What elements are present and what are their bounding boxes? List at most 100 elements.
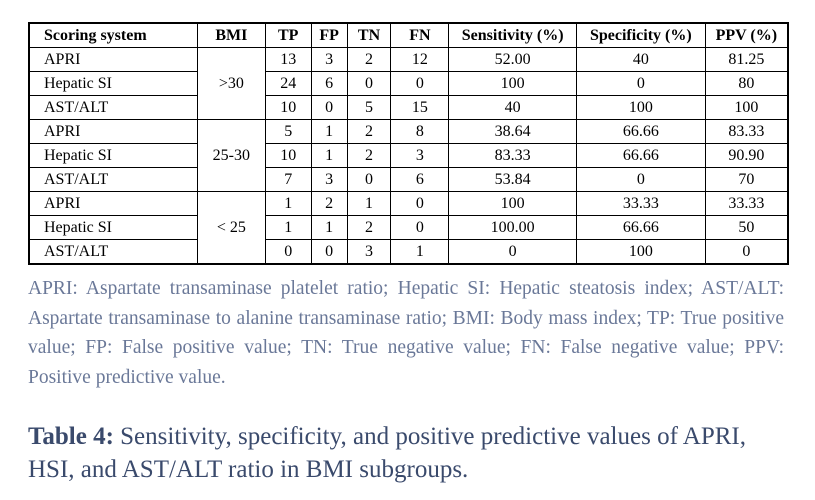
value-cell: 2 bbox=[346, 119, 392, 144]
value-cell: 0 bbox=[575, 167, 706, 192]
value-cell: 1 bbox=[390, 239, 450, 265]
scoring-system-cell: APRI bbox=[28, 191, 198, 216]
value-cell: 80 bbox=[704, 71, 789, 96]
caption: Table 4: Sensitivity, specificity, and p… bbox=[28, 420, 788, 486]
value-cell: 66.66 bbox=[575, 143, 706, 168]
bmi-cell: >30 bbox=[196, 47, 266, 120]
header-cell: Specificity (%) bbox=[575, 22, 706, 48]
value-cell: 13 bbox=[264, 47, 312, 72]
header-cell: Sensitivity (%) bbox=[448, 22, 577, 48]
value-cell: 100.00 bbox=[448, 215, 577, 240]
table-row: APRI 25-30 5 1 2 8 38.64 66.66 83.33 bbox=[28, 119, 789, 192]
scoring-system-cell: Hepatic SI bbox=[28, 71, 198, 96]
header-row: Scoring system BMI TP FP TN FN Sensitivity (%)… bbox=[28, 22, 789, 48]
value-cell: 1 bbox=[310, 215, 348, 240]
value-cell: 0 bbox=[390, 71, 450, 96]
table-row: APRI < 25 1 2 1 0 100 33.33 33.33 bbox=[28, 191, 789, 265]
value-cell: 6 bbox=[310, 71, 348, 96]
value-cell: 1 bbox=[346, 191, 392, 216]
value-cell: 10 bbox=[264, 143, 312, 168]
scoring-system-cell: APRI bbox=[28, 119, 198, 144]
value-cell: 24 bbox=[264, 71, 312, 96]
value-cell: 40 bbox=[575, 47, 706, 72]
bmi-cell: < 25 bbox=[196, 191, 266, 265]
value-cell: 3 bbox=[346, 239, 392, 265]
value-cell: 0 bbox=[310, 239, 348, 265]
value-cell: 100 bbox=[575, 95, 706, 120]
value-cell: 0 bbox=[390, 215, 450, 240]
header-cell: PPV (%) bbox=[704, 22, 789, 48]
value-cell: 2 bbox=[346, 47, 392, 72]
value-cell: 0 bbox=[390, 191, 450, 216]
header-cell: FN bbox=[390, 22, 450, 48]
footnote: APRI: Aspartate transaminase platelet ra… bbox=[28, 278, 784, 388]
scoring-system-cell: Hepatic SI bbox=[28, 143, 198, 168]
value-cell: 0 bbox=[575, 71, 706, 96]
header-cell: TN bbox=[346, 22, 392, 48]
value-cell: 1 bbox=[310, 119, 348, 144]
value-cell: 100 bbox=[704, 95, 789, 120]
header-cell: TP bbox=[264, 22, 312, 48]
value-cell: 2 bbox=[346, 143, 392, 168]
value-cell: 1 bbox=[264, 215, 312, 240]
value-cell: 53.84 bbox=[448, 167, 577, 192]
value-cell: 100 bbox=[575, 239, 706, 265]
data-table: Scoring system BMI TP FP TN FN Sensitivity (%)… bbox=[28, 22, 789, 265]
value-cell: 7 bbox=[264, 167, 312, 192]
value-cell: 12 bbox=[390, 47, 450, 72]
value-cell: 66.66 bbox=[575, 215, 706, 240]
table-row: APRI >30 13 3 2 12 52.00 40 81.25 bbox=[28, 47, 789, 120]
value-cell: 0 bbox=[346, 71, 392, 96]
value-cell: 81.25 bbox=[704, 47, 789, 72]
value-cell: 38.64 bbox=[448, 119, 577, 144]
value-cell: 33.33 bbox=[575, 191, 706, 216]
header-cell: Scoring system bbox=[28, 22, 198, 48]
value-cell: 100 bbox=[448, 191, 577, 216]
scoring-system-cell: AST/ALT bbox=[28, 167, 198, 192]
value-cell: 3 bbox=[390, 143, 450, 168]
table-row: Hepatic SI 1 1 2 0 100.00 66.66 50 bbox=[28, 215, 789, 240]
scoring-system-cell: Hepatic SI bbox=[28, 215, 198, 240]
value-cell: 15 bbox=[390, 95, 450, 120]
caption-text: Sensitivity, specificity, and positive p… bbox=[28, 423, 746, 483]
value-cell: 66.66 bbox=[575, 119, 706, 144]
value-cell: 0 bbox=[346, 167, 392, 192]
header-cell: BMI bbox=[196, 22, 266, 48]
value-cell: 0 bbox=[704, 239, 789, 265]
value-cell: 2 bbox=[310, 191, 348, 216]
value-cell: 0 bbox=[310, 95, 348, 120]
bmi-cell: 25-30 bbox=[196, 119, 266, 192]
value-cell: 40 bbox=[448, 95, 577, 120]
value-cell: 90.90 bbox=[704, 143, 789, 168]
value-cell: 100 bbox=[448, 71, 577, 96]
value-cell: 83.33 bbox=[704, 119, 789, 144]
value-cell: 70 bbox=[704, 167, 789, 192]
value-cell: 1 bbox=[264, 191, 312, 216]
scoring-system-cell: APRI bbox=[28, 47, 198, 72]
table-body: APRI >30 13 3 2 12 52.00 40 81.25 Hepatic SI 24 6 0 0… bbox=[28, 47, 789, 265]
table-row: AST/ALT 0 0 3 1 0 100 0 bbox=[28, 239, 789, 265]
value-cell: 50 bbox=[704, 215, 789, 240]
caption-label: Table 4: bbox=[28, 423, 114, 450]
table-row: Hepatic SI 24 6 0 0 100 0 80 bbox=[28, 71, 789, 96]
value-cell: 8 bbox=[390, 119, 450, 144]
value-cell: 1 bbox=[310, 143, 348, 168]
value-cell: 52.00 bbox=[448, 47, 577, 72]
value-cell: 10 bbox=[264, 95, 312, 120]
table-row: AST/ALT 10 0 5 15 40 100 100 bbox=[28, 95, 789, 120]
value-cell: 0 bbox=[264, 239, 312, 265]
table-row: Hepatic SI 10 1 2 3 83.33 66.66 90.90 bbox=[28, 143, 789, 168]
value-cell: 6 bbox=[390, 167, 450, 192]
value-cell: 3 bbox=[310, 47, 348, 72]
table-row: AST/ALT 7 3 0 6 53.84 0 70 bbox=[28, 167, 789, 192]
value-cell: 33.33 bbox=[704, 191, 789, 216]
value-cell: 5 bbox=[264, 119, 312, 144]
header-cell: FP bbox=[310, 22, 348, 48]
value-cell: 83.33 bbox=[448, 143, 577, 168]
scoring-system-cell: AST/ALT bbox=[28, 239, 198, 265]
scoring-system-cell: AST/ALT bbox=[28, 95, 198, 120]
value-cell: 0 bbox=[448, 239, 577, 265]
value-cell: 2 bbox=[346, 215, 392, 240]
value-cell: 3 bbox=[310, 167, 348, 192]
